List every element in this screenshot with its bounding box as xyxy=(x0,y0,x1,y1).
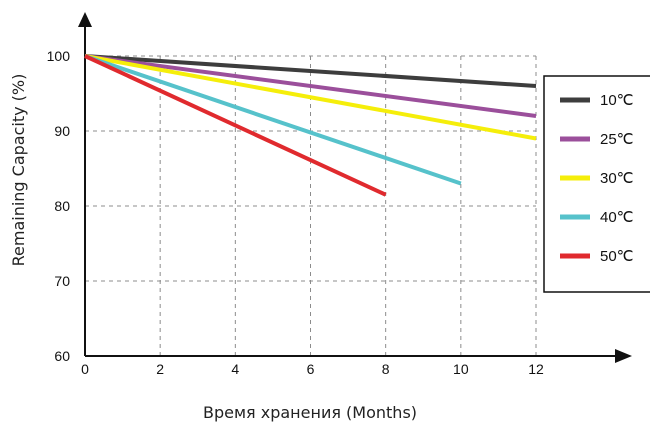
series-line-2 xyxy=(84,54,537,141)
axes xyxy=(78,12,632,363)
series-line-1 xyxy=(84,54,537,118)
y-axis-title: Remaining Capacity (%) xyxy=(9,74,28,267)
tick-labels: 0 2 4 6 8 10 12 60 70 80 90 100 xyxy=(47,48,544,377)
series-lines xyxy=(84,54,537,197)
y-axis-arrow xyxy=(78,12,92,27)
x-axis-title: Время хранения (Months) xyxy=(203,403,417,422)
legend: 10℃ 25℃ 30℃ 40℃ 50℃ xyxy=(543,75,650,293)
y-tick-label: 90 xyxy=(54,123,70,139)
x-tick-label: 12 xyxy=(528,361,544,377)
x-tick-label: 2 xyxy=(156,361,164,377)
x-tick-label: 6 xyxy=(307,361,315,377)
legend-label: 10℃ xyxy=(600,92,634,109)
x-tick-label: 10 xyxy=(453,361,469,377)
legend-label: 25℃ xyxy=(600,131,634,148)
y-tick-label: 60 xyxy=(54,348,70,364)
series-line-4 xyxy=(84,54,387,197)
legend-label: 50℃ xyxy=(600,248,634,265)
x-tick-label: 4 xyxy=(231,361,239,377)
y-tick-label: 80 xyxy=(54,198,70,214)
y-tick-label: 70 xyxy=(54,273,70,289)
legend-label: 30℃ xyxy=(600,170,634,187)
legend-label: 40℃ xyxy=(600,209,634,226)
x-tick-label: 8 xyxy=(382,361,390,377)
legend-box xyxy=(543,75,650,293)
x-tick-label: 0 xyxy=(81,361,89,377)
x-axis-arrow xyxy=(615,349,632,363)
y-tick-label: 100 xyxy=(47,48,71,64)
series-line-3 xyxy=(84,54,462,186)
grid xyxy=(85,55,537,356)
series-line-0 xyxy=(84,54,537,88)
